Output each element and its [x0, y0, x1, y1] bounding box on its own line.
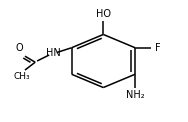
Text: HO: HO [96, 9, 111, 19]
Text: CH₃: CH₃ [14, 72, 30, 81]
Text: HN: HN [45, 48, 60, 58]
Text: O: O [16, 43, 23, 53]
Text: NH₂: NH₂ [126, 90, 144, 100]
Text: F: F [155, 43, 160, 53]
